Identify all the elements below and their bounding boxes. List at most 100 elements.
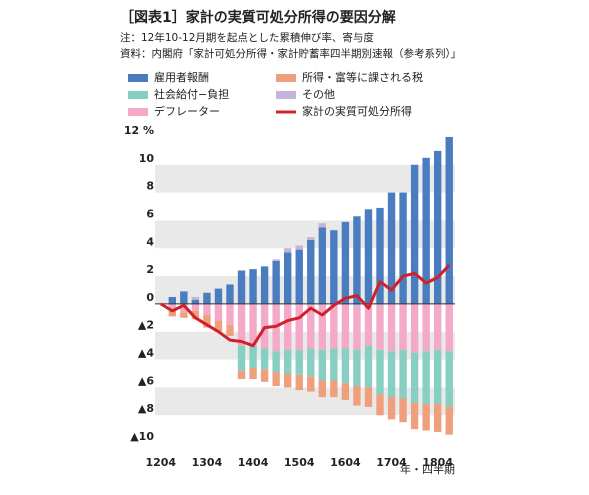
bar-segment (191, 296, 200, 300)
y-tick-label: 4 (146, 235, 154, 248)
legend-swatch (276, 91, 296, 99)
bar-segment (422, 404, 430, 431)
income-line (160, 263, 451, 348)
bar-segment (353, 386, 361, 406)
bar-segment (364, 387, 373, 407)
bar-segment (284, 349, 292, 374)
bar-segment (307, 376, 315, 392)
bar-segment (272, 372, 280, 386)
bar-segment (272, 351, 280, 373)
bar-segment (376, 349, 384, 395)
y-tick-label: 2 (146, 263, 154, 276)
bar-segment (295, 303, 303, 350)
y-tick-label: 10 (139, 152, 155, 165)
bar-segment (422, 303, 430, 352)
note: 注：12年10-12月期を起点とした累積伸び率、寄与度 (120, 31, 374, 44)
x-axis-label: 年・四半期 (400, 462, 455, 476)
bar-segment (272, 260, 280, 304)
bar-segment (318, 380, 326, 398)
bar-segment (226, 284, 234, 304)
bar-segment (399, 349, 407, 399)
bar-segment (330, 380, 338, 398)
bar-segment (284, 373, 292, 388)
bar-segment (260, 266, 269, 304)
bar-segment (364, 209, 373, 304)
bar-segment (214, 320, 223, 332)
legend-label: その他 (302, 88, 335, 101)
bar-segment (341, 348, 350, 384)
bar-segment (399, 303, 407, 350)
bar-segment (203, 292, 211, 304)
bar-segment (307, 348, 315, 377)
bar-segment (260, 369, 269, 382)
bar-segment (445, 351, 453, 407)
bar-segment (191, 310, 200, 320)
bar-segment (353, 216, 361, 304)
legend-label: 所得・富等に課される税 (302, 70, 423, 84)
bar-segment (214, 303, 223, 321)
bar-segment (422, 157, 430, 304)
bar-segment (434, 303, 442, 350)
bar-segment (249, 269, 257, 304)
bar-segment (249, 367, 257, 380)
bar-segment (168, 303, 176, 311)
bar-segment (434, 349, 442, 405)
x-tick-label: 1704 (376, 456, 407, 469)
bar-segment (307, 303, 315, 349)
bar-segment (191, 299, 200, 304)
legend-label: 雇用者報酬 (154, 70, 209, 84)
bar-segment (226, 324, 234, 336)
bar-segment (168, 296, 176, 304)
bar-segment (260, 348, 269, 370)
bar-segment (376, 303, 384, 306)
legend-swatch (128, 108, 148, 116)
legend-label: デフレーター (154, 104, 220, 118)
bar-segment (284, 303, 292, 350)
bar-segment (284, 252, 292, 304)
bar-segment (387, 303, 396, 352)
bar-segment (330, 348, 338, 381)
bar-segment (410, 303, 419, 353)
bar-segment (387, 397, 396, 420)
y-tick-label: 6 (146, 207, 154, 220)
legend-label: 家計の実質可処分所得 (302, 104, 412, 118)
bar-segment (376, 207, 384, 304)
bar-segment (249, 345, 257, 368)
bar-segment (330, 303, 338, 349)
legend-swatch (128, 74, 148, 82)
bar-segment (318, 223, 326, 228)
bar-segment (353, 306, 361, 350)
bar-segment (330, 230, 338, 304)
bar-segment (168, 310, 176, 317)
bar-segment (318, 349, 326, 381)
y-tick-label: 8 (146, 180, 154, 193)
bar-segment (249, 303, 257, 346)
y-tick-label: ▲4 (138, 347, 154, 360)
grid-band (155, 387, 455, 416)
bar-segment (191, 303, 200, 311)
bar-segment (341, 221, 350, 304)
bar-segment (318, 303, 326, 350)
y-tick-label: 0 (146, 291, 154, 304)
bar-segment (410, 402, 419, 430)
grid-band (155, 164, 455, 193)
bar-segment (341, 303, 350, 349)
bar-segment (434, 404, 442, 432)
y-tick-label: ▲2 (138, 319, 154, 332)
bar-segment (203, 303, 211, 316)
bar-segment (180, 303, 188, 313)
x-tick-label: 1604 (330, 456, 361, 469)
bar-segment (353, 349, 361, 386)
bar-segment (387, 192, 396, 304)
y-tick-label: ▲8 (138, 402, 154, 415)
bar-segment (318, 227, 326, 304)
grid-band (155, 220, 455, 249)
bar-segment (376, 394, 384, 416)
y-tick-label: 12 % (124, 124, 154, 137)
grid-band (155, 331, 455, 360)
x-tick-label: 1804 (422, 456, 453, 469)
bar-segment (180, 291, 188, 304)
chart-title: ［図表1］家計の実質可処分所得の要因分解 (120, 9, 396, 26)
